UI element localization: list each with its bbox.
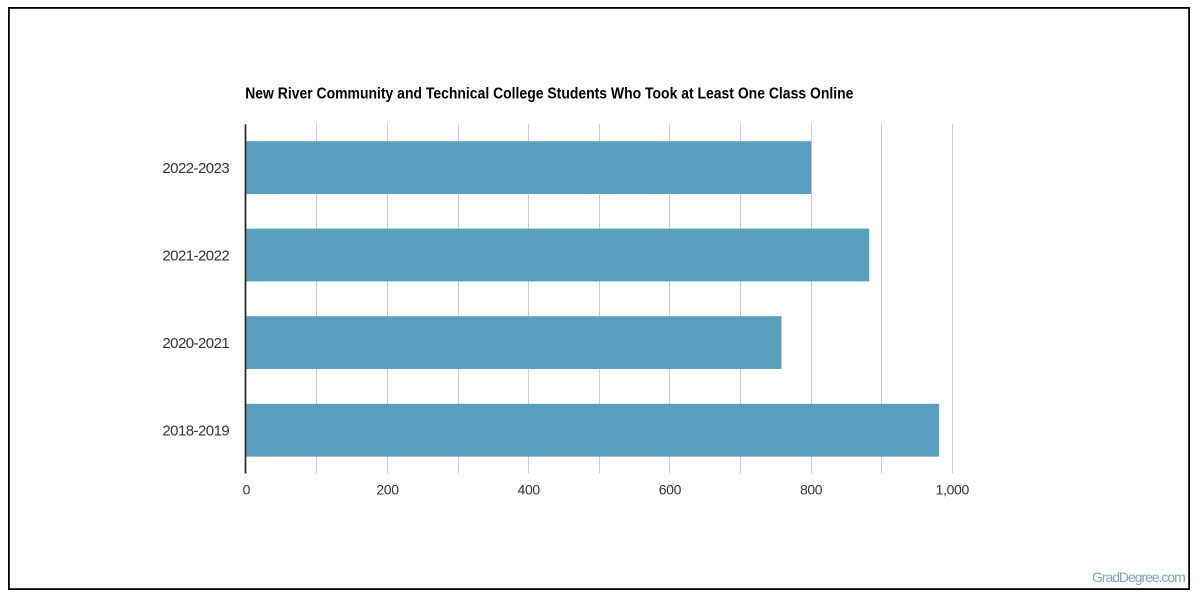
svg-text:2021-2022: 2021-2022 <box>162 247 229 264</box>
svg-text:2020-2021: 2020-2021 <box>162 335 229 352</box>
svg-text:800: 800 <box>800 482 823 498</box>
svg-text:0: 0 <box>243 482 251 498</box>
svg-text:600: 600 <box>659 482 682 498</box>
svg-text:2018-2019: 2018-2019 <box>162 423 229 440</box>
svg-text:1,000: 1,000 <box>936 482 970 498</box>
svg-text:GradDegree.com: GradDegree.com <box>1092 569 1185 585</box>
svg-text:2022-2023: 2022-2023 <box>162 160 229 177</box>
svg-text:New River Community and Techni: New River Community and Technical Colleg… <box>245 85 853 102</box>
svg-text:200: 200 <box>376 482 399 498</box>
svg-text:400: 400 <box>518 482 541 498</box>
